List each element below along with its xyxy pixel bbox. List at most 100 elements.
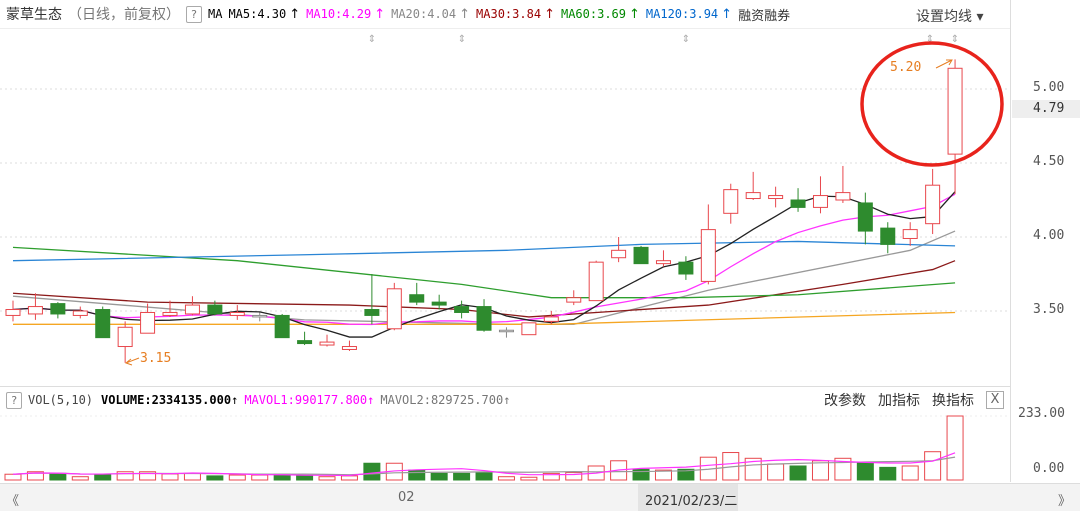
high-arrow-icon [935, 59, 953, 69]
candle-body [633, 246, 649, 265]
candle-body [678, 261, 694, 275]
candle-body [655, 260, 671, 265]
mavol2-value: MAVOL2:829725.700 [380, 393, 504, 407]
volume-bar [520, 476, 538, 481]
candle-body [476, 306, 492, 331]
candle-body [745, 192, 761, 200]
volume-bar [340, 475, 358, 481]
volume-bar [161, 473, 179, 481]
event-marker-icon: ⇕ [368, 34, 376, 45]
candle-body [140, 311, 156, 334]
volume-bar [946, 415, 964, 481]
price-label: 4.50 [1033, 154, 1065, 169]
candle-body [319, 341, 335, 346]
candle-body [812, 195, 828, 208]
ma-legend: MA5:4.30 ↑ MA10:4.29 ↑ MA20:4.04 ↑ MA30:3.84 ↑ M… [228, 7, 738, 22]
scroll-left-button[interactable]: 《 [6, 494, 20, 509]
volume-bar [654, 469, 672, 481]
up-arrow-icon: ↑ [629, 6, 640, 22]
ma-legend-value: MA20:4.04 [391, 6, 457, 21]
candle-body [521, 322, 537, 336]
close-icon[interactable]: X [986, 391, 1004, 409]
candle-body [611, 249, 627, 259]
volume-bar [296, 475, 314, 481]
modify-params-button[interactable]: 改参数 [824, 393, 866, 409]
volume-indicator-name: VOL(5,10) [28, 393, 94, 407]
volume-zero-label: 0.00 [1033, 461, 1065, 476]
chart-mode: （日线，前复权） [68, 7, 180, 23]
candle-body [880, 227, 896, 245]
volume-bar [811, 460, 829, 481]
switch-indicator-button[interactable]: 换指标 [932, 393, 974, 409]
volume-bar [901, 465, 919, 481]
candle-body [364, 309, 380, 316]
up-arrow-icon: ↑ [503, 393, 511, 407]
current-price-label: 4.79 [1033, 101, 1065, 116]
volume-bar [767, 463, 785, 481]
volume-bar [4, 473, 22, 481]
candle-body [768, 195, 784, 200]
up-arrow-icon: ↑ [374, 6, 386, 22]
volume-bar [565, 472, 583, 481]
candle-body [431, 301, 447, 306]
low-price-label: 3.15 [140, 351, 171, 366]
volume-bar [206, 475, 224, 481]
chart-header: 蒙草生态 （日线，前复权） ? MA MA5:4.30 ↑ MA10:4.29 ↑ MA… [0, 0, 1010, 29]
price-label: 4.00 [1033, 228, 1065, 243]
stock-name: 蒙草生态 [6, 7, 62, 23]
volume-bar [677, 468, 695, 481]
volume-bar [924, 451, 942, 481]
volume-max-label: 233.00 [1018, 406, 1065, 421]
candle-body [857, 202, 873, 232]
candle-body [386, 288, 402, 330]
volume-bar [542, 472, 560, 481]
event-marker-icon: ⇕ [951, 34, 959, 45]
ma-legend-value: MA30:3.84 [476, 6, 542, 21]
ma-line [12, 230, 956, 325]
volume-bar [363, 462, 381, 481]
volume-bar [430, 472, 448, 481]
volume-bar [116, 471, 134, 481]
volume-bar [183, 472, 201, 481]
candle-body [162, 311, 178, 316]
candle-body [229, 311, 245, 316]
candle-body [27, 306, 43, 315]
up-arrow-icon: ↑ [544, 6, 555, 22]
candle-body [454, 306, 470, 313]
help-button[interactable]: ? [186, 5, 202, 23]
candle-body [566, 297, 582, 303]
volume-bar [408, 469, 426, 481]
volume-bar [318, 476, 336, 481]
price-axis [1010, 0, 1080, 482]
margin-trading-link[interactable]: 融资融券 [738, 8, 791, 24]
candle-body [835, 192, 851, 201]
price-label: 3.50 [1033, 302, 1065, 317]
candle-body [543, 316, 559, 322]
cursor-date-label: 2021/02/23/二 [645, 494, 738, 509]
candle-body [72, 310, 88, 316]
up-arrow-icon: ↑ [721, 6, 733, 22]
candle-body [50, 303, 66, 315]
volume-help-button[interactable]: ? [6, 391, 22, 409]
candle-body [925, 184, 941, 225]
candle-body [700, 229, 716, 282]
up-arrow-icon: ↑ [367, 393, 375, 407]
volume-bar [879, 466, 897, 481]
set-ma-dropdown[interactable]: 设置均线 ▾ [916, 9, 984, 25]
scroll-right-button[interactable]: 》 [1058, 494, 1072, 509]
ma-line [12, 240, 956, 262]
candle-body [947, 67, 963, 155]
volume-bar [49, 472, 67, 481]
add-indicator-button[interactable]: 加指标 [878, 393, 920, 409]
candle-body [252, 314, 268, 318]
candle-body [902, 229, 918, 239]
volume-value: VOLUME:2334135.000 [101, 393, 232, 407]
up-arrow-icon: ↑ [231, 393, 239, 407]
highlight-circle [860, 41, 1004, 167]
ma-legend-value: MA10:4.29 [306, 6, 372, 21]
candle-body [184, 304, 200, 315]
low-arrow-icon [124, 357, 140, 366]
price-label: 5.00 [1033, 80, 1065, 95]
volume-bar [856, 462, 874, 481]
